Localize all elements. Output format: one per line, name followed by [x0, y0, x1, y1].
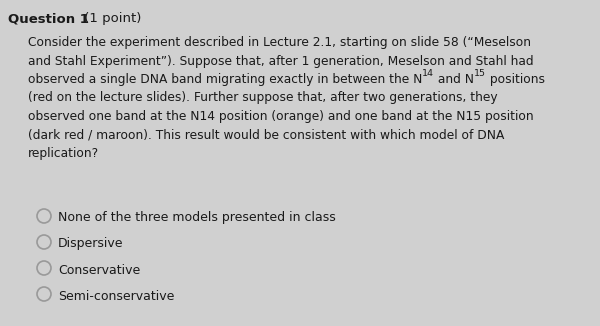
- Text: (1 point): (1 point): [80, 12, 142, 25]
- Text: None of the three models presented in class: None of the three models presented in cl…: [58, 212, 336, 225]
- Text: Conservative: Conservative: [58, 263, 140, 276]
- Text: Consider the experiment described in Lecture 2.1, starting on slide 58 (“Meselso: Consider the experiment described in Lec…: [28, 36, 531, 49]
- Text: and Stahl Experiment”). Suppose that, after 1 generation, Meselson and Stahl had: and Stahl Experiment”). Suppose that, af…: [28, 54, 533, 67]
- Text: Question 1: Question 1: [8, 12, 89, 25]
- Text: and N: and N: [434, 73, 475, 86]
- Text: positions: positions: [487, 73, 545, 86]
- Text: Dispersive: Dispersive: [58, 238, 124, 250]
- Text: 15: 15: [475, 69, 487, 78]
- Text: observed one band at the N14 position (orange) and one band at the N15 position: observed one band at the N14 position (o…: [28, 110, 533, 123]
- Text: observed a single DNA band migrating exactly in between the N: observed a single DNA band migrating exa…: [28, 73, 422, 86]
- Text: Semi-conservative: Semi-conservative: [58, 289, 175, 303]
- Text: (dark red / maroon). This result would be consistent with which model of DNA: (dark red / maroon). This result would b…: [28, 128, 505, 141]
- Text: (red on the lecture slides). Further suppose that, after two generations, they: (red on the lecture slides). Further sup…: [28, 92, 497, 105]
- Text: 14: 14: [422, 69, 434, 78]
- Text: replication?: replication?: [28, 147, 99, 160]
